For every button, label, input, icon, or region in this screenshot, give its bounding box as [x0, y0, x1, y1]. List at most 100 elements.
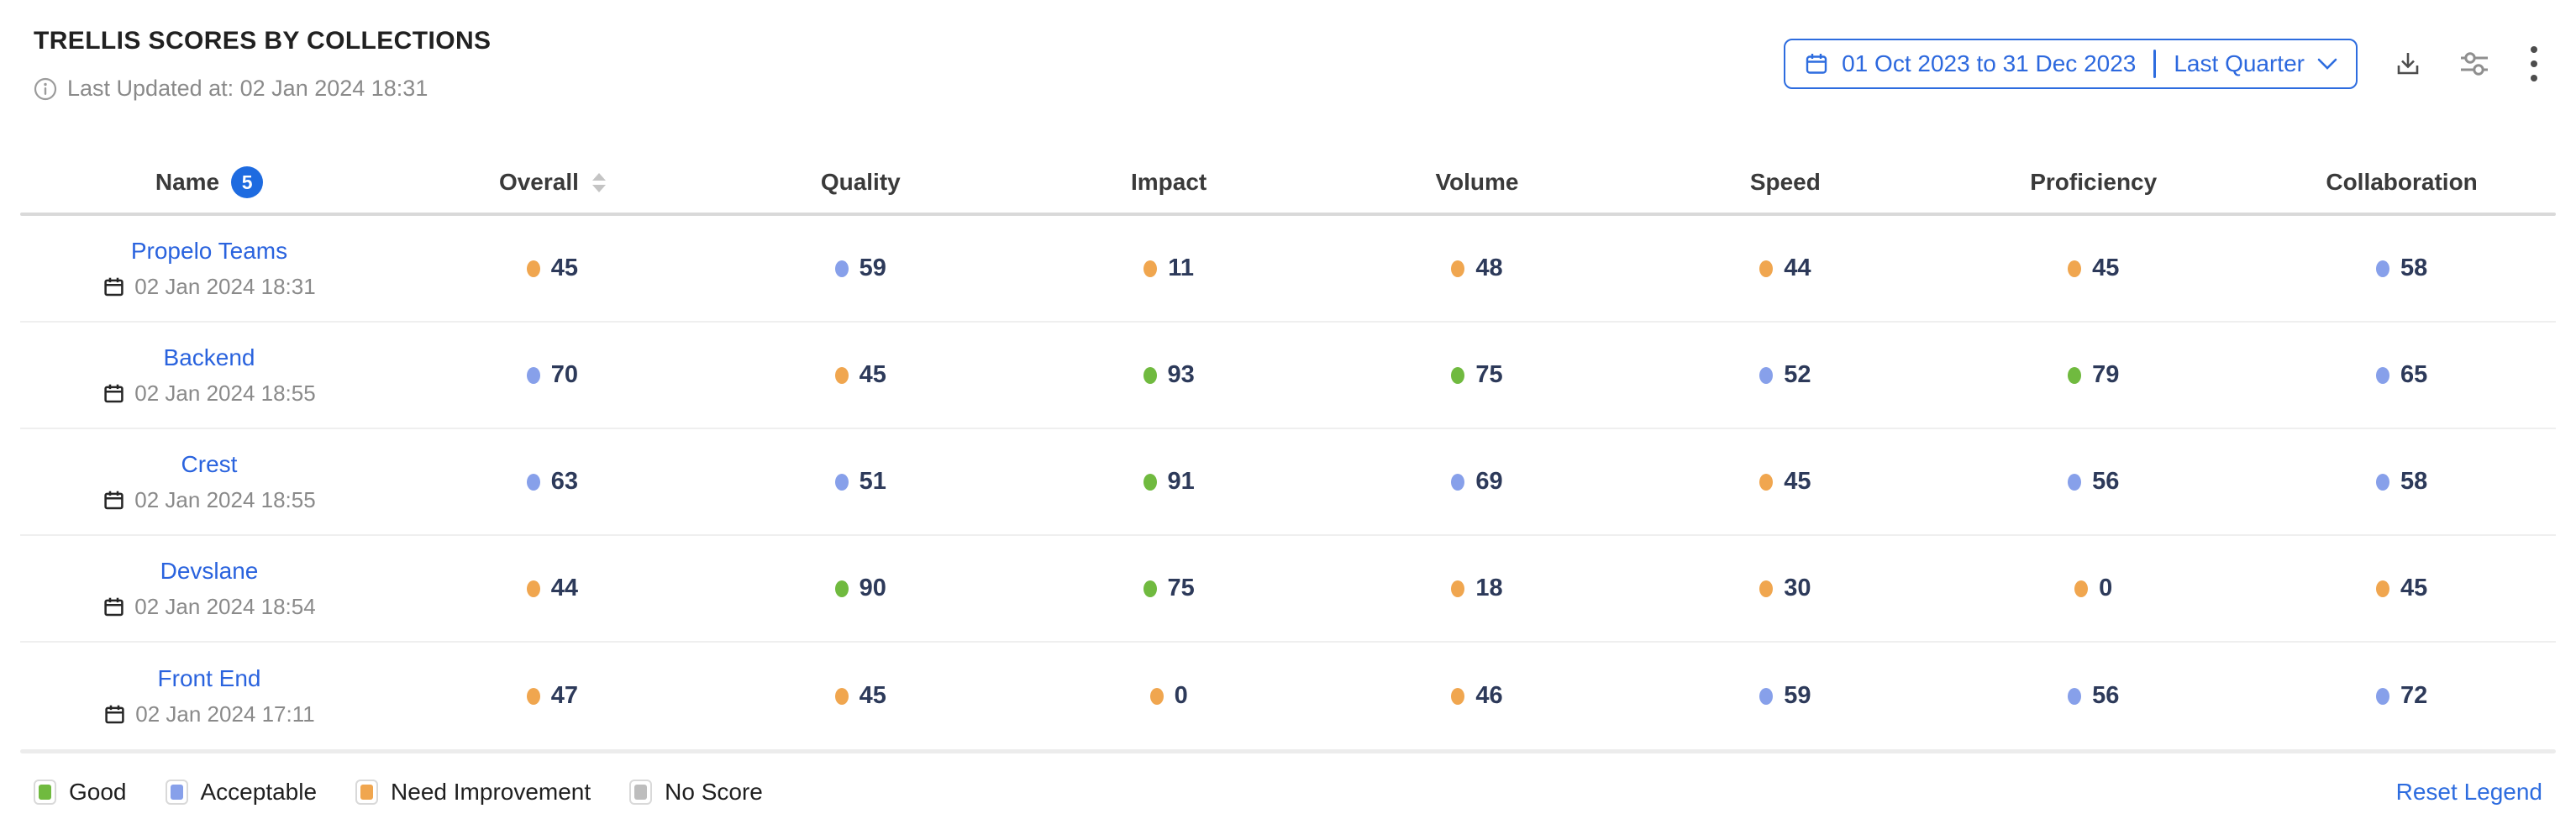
score-cell: 75: [1323, 361, 1632, 389]
collection-link[interactable]: Backend: [163, 344, 255, 370]
legend-label: Acceptable: [200, 779, 318, 805]
score-dot-acceptable: [1759, 687, 1774, 705]
collection-link[interactable]: Propelo Teams: [130, 237, 288, 264]
row-name-cell: Crest 02 Jan 2024 18:55: [20, 451, 398, 513]
column-header-overall[interactable]: Overall: [398, 169, 707, 196]
reset-legend-link[interactable]: Reset Legend: [2395, 779, 2542, 805]
score-value: 75: [1475, 361, 1503, 388]
score-value: 45: [859, 361, 886, 388]
score-cell: 90: [707, 575, 1015, 602]
header-divider: [20, 213, 2556, 216]
score-cell: 45: [398, 255, 707, 282]
score-value: 93: [1167, 361, 1195, 388]
row-updated: 02 Jan 2024 18:55: [103, 380, 316, 407]
column-header-proficiency: Proficiency: [1939, 169, 2247, 196]
score-cell: 51: [707, 468, 1015, 496]
score-cell: 65: [2247, 361, 2556, 389]
chevron-down-icon[interactable]: [2317, 58, 2337, 71]
score-value: 56: [2092, 468, 2120, 495]
collection-link[interactable]: Front End: [157, 664, 261, 691]
score-value: 58: [2400, 468, 2428, 495]
table-body: Propelo Teams 02 Jan 2024 18:31 45 59 11 48 44…: [20, 216, 2556, 749]
score-cell: 18: [1323, 575, 1632, 602]
legend-label: Good: [69, 779, 127, 805]
collection-link[interactable]: Devslane: [160, 557, 259, 584]
score-value: 46: [1475, 682, 1503, 709]
score-dot-need_improvement: [2068, 260, 2082, 277]
column-label: Volume: [1435, 169, 1519, 195]
score-dot-need_improvement: [1451, 580, 1465, 597]
score-dot-good: [1143, 366, 1157, 384]
calendar-icon: [1804, 51, 1829, 76]
column-label: Impact: [1131, 169, 1207, 195]
score-value: 18: [1475, 575, 1503, 601]
score-value: 52: [1784, 361, 1811, 388]
legend-bar: Good Acceptable Need Improvement No Score R…: [0, 753, 2576, 806]
row-updated: 02 Jan 2024 18:55: [103, 486, 316, 513]
legend-item-need-improvement[interactable]: Need Improvement: [355, 779, 591, 806]
score-dot-need_improvement: [1143, 260, 1158, 277]
score-cell: 45: [707, 682, 1015, 710]
score-dot-need_improvement: [1451, 260, 1465, 277]
row-updated: 02 Jan 2024 18:54: [103, 594, 316, 620]
score-value: 0: [2099, 575, 2113, 601]
column-header-volume: Volume: [1323, 169, 1632, 196]
settings-sliders-icon[interactable]: [2458, 50, 2490, 77]
calendar-icon: [103, 489, 125, 512]
row-updated-text: 02 Jan 2024 18:55: [134, 486, 316, 512]
header-left: TRELLIS SCORES BY COLLECTIONS Last Updat…: [34, 27, 491, 102]
score-cell: 11: [1015, 255, 1323, 282]
row-name-cell: Front End 02 Jan 2024 17:11: [20, 665, 398, 727]
score-cell: 91: [1015, 468, 1323, 496]
legend-divider: [20, 749, 2556, 753]
score-value: 45: [2400, 575, 2428, 601]
sort-icon[interactable]: [591, 172, 606, 192]
legend-item-acceptable[interactable]: Acceptable: [165, 779, 318, 806]
legend-item-no-score[interactable]: No Score: [629, 779, 763, 806]
legend-item-good[interactable]: Good: [34, 779, 127, 806]
caret-up-icon: [591, 172, 606, 181]
score-value: 75: [1167, 575, 1195, 601]
legend-swatch-good: [34, 780, 56, 805]
score-value: 65: [2400, 361, 2428, 388]
score-dot-acceptable: [834, 260, 849, 277]
date-range-picker[interactable]: 01 Oct 2023 to 31 Dec 2023 Last Quarter: [1784, 39, 2358, 89]
score-dot-need_improvement: [2375, 580, 2389, 597]
column-header-collaboration: Collaboration: [2247, 169, 2556, 196]
row-updated-text: 02 Jan 2024 18:31: [134, 273, 316, 299]
score-cell: 48: [1323, 255, 1632, 282]
kebab-menu-icon[interactable]: [2526, 45, 2542, 83]
score-dot-need_improvement: [1759, 580, 1774, 597]
score-value: 70: [550, 361, 579, 388]
score-dot-acceptable: [2375, 260, 2389, 277]
column-label: Proficiency: [2030, 169, 2158, 195]
row-updated: 02 Jan 2024 18:31: [103, 273, 316, 300]
score-cell: 52: [1631, 361, 1939, 389]
legend-swatch-no_score: [629, 780, 653, 805]
score-value: 59: [859, 255, 886, 281]
score-cell: 75: [1015, 575, 1323, 602]
score-dot-good: [1143, 580, 1157, 597]
download-icon[interactable]: [2393, 49, 2423, 79]
column-header-quality: Quality: [707, 169, 1015, 196]
row-updated-text: 02 Jan 2024 18:55: [134, 380, 316, 406]
column-label: Collaboration: [2326, 169, 2478, 195]
score-cell: 93: [1015, 361, 1323, 389]
score-cell: 79: [1939, 361, 2247, 389]
score-dot-need_improvement: [526, 580, 540, 597]
score-cell: 45: [2247, 575, 2556, 602]
collection-link[interactable]: Crest: [181, 450, 238, 477]
score-cell: 45: [1631, 468, 1939, 496]
score-value: 47: [550, 682, 579, 709]
score-value: 48: [1475, 255, 1503, 281]
score-dot-acceptable: [834, 473, 849, 491]
score-value: 30: [1784, 575, 1811, 601]
header-controls: 01 Oct 2023 to 31 Dec 2023 Last Quarter: [1784, 39, 2542, 89]
legend-label: Need Improvement: [391, 779, 591, 805]
score-dot-good: [2068, 366, 2082, 384]
score-cell: 70: [398, 361, 707, 389]
score-dot-need_improvement: [1759, 473, 1774, 491]
score-value: 58: [2400, 255, 2428, 281]
score-dot-acceptable: [2375, 687, 2389, 705]
score-value: 72: [2400, 682, 2428, 709]
